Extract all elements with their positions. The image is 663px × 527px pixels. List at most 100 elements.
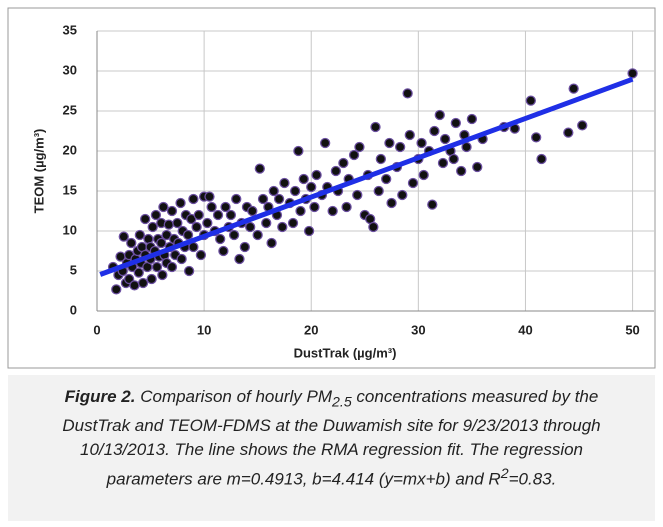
point bbox=[293, 145, 304, 157]
point bbox=[404, 129, 415, 141]
point bbox=[375, 153, 387, 165]
point bbox=[303, 225, 315, 237]
point bbox=[290, 185, 301, 197]
point bbox=[239, 241, 250, 253]
x-tick-label: 0 bbox=[93, 322, 100, 337]
point bbox=[386, 197, 397, 209]
point bbox=[577, 120, 588, 131]
x-tick-label: 40 bbox=[518, 322, 532, 337]
point bbox=[133, 267, 144, 278]
point bbox=[129, 280, 140, 291]
x-tick-label: 10 bbox=[197, 322, 211, 337]
point bbox=[273, 193, 285, 205]
point bbox=[437, 157, 449, 169]
point bbox=[140, 213, 151, 225]
point bbox=[536, 153, 547, 165]
x-tick-label: 20 bbox=[304, 322, 318, 337]
point bbox=[204, 191, 215, 202]
point bbox=[257, 193, 269, 205]
point bbox=[466, 113, 478, 125]
chart: TEOM (µg/m³) DustTrak (µg/m³) 0 5 10 15 20 25… bbox=[7, 7, 656, 369]
point bbox=[627, 68, 638, 79]
point bbox=[563, 127, 574, 138]
x-tick-label: 30 bbox=[411, 322, 425, 337]
point bbox=[172, 217, 183, 229]
caption-label: Figure 2. bbox=[64, 387, 136, 406]
point bbox=[218, 245, 229, 257]
point bbox=[287, 217, 299, 229]
point bbox=[439, 133, 451, 145]
point bbox=[147, 221, 158, 233]
point bbox=[206, 201, 217, 213]
point bbox=[427, 199, 438, 210]
y-tick-label: 30 bbox=[63, 62, 77, 77]
point bbox=[234, 253, 245, 265]
point bbox=[320, 137, 331, 149]
point bbox=[450, 117, 461, 129]
y-tick-label: 0 bbox=[70, 302, 77, 317]
point bbox=[202, 217, 213, 229]
point bbox=[134, 229, 145, 241]
caption-sup: 2 bbox=[500, 466, 509, 483]
point bbox=[254, 163, 265, 174]
point bbox=[456, 165, 467, 177]
point bbox=[266, 237, 277, 249]
point bbox=[327, 205, 338, 217]
point bbox=[384, 137, 395, 149]
y-tick-label: 10 bbox=[63, 222, 77, 237]
point bbox=[531, 132, 542, 143]
point bbox=[429, 125, 440, 137]
point bbox=[341, 201, 352, 213]
point bbox=[448, 153, 459, 165]
y-tick-label: 5 bbox=[70, 262, 77, 277]
point bbox=[123, 273, 135, 285]
point bbox=[311, 169, 322, 181]
point bbox=[418, 169, 429, 181]
point bbox=[268, 185, 279, 197]
point bbox=[193, 209, 204, 221]
caption-text: Comparison of hourly PM bbox=[135, 387, 333, 406]
point bbox=[195, 249, 207, 261]
point bbox=[434, 109, 445, 121]
point bbox=[416, 137, 427, 149]
point bbox=[309, 201, 320, 213]
point bbox=[381, 173, 392, 185]
point bbox=[525, 95, 536, 106]
point bbox=[166, 261, 178, 273]
point bbox=[252, 229, 263, 241]
point bbox=[146, 273, 157, 285]
point bbox=[182, 229, 194, 241]
caption: Figure 2. Comparison of hourly PM2.5 con… bbox=[8, 375, 655, 521]
point bbox=[330, 165, 342, 177]
point bbox=[156, 237, 167, 249]
point bbox=[158, 201, 169, 213]
point bbox=[220, 201, 231, 213]
point bbox=[118, 231, 129, 242]
point bbox=[151, 261, 163, 273]
point bbox=[407, 177, 419, 189]
point bbox=[215, 233, 226, 245]
point bbox=[166, 205, 178, 217]
point bbox=[111, 284, 122, 295]
point bbox=[191, 221, 202, 233]
point bbox=[137, 277, 149, 289]
point bbox=[568, 83, 579, 94]
point bbox=[472, 161, 483, 173]
point bbox=[150, 209, 162, 221]
point bbox=[368, 221, 379, 233]
point bbox=[261, 217, 272, 229]
point bbox=[338, 157, 349, 169]
point bbox=[175, 197, 186, 209]
point bbox=[402, 88, 413, 99]
point bbox=[225, 209, 237, 221]
y-axis-title: TEOM (µg/m³) bbox=[31, 129, 46, 214]
point bbox=[354, 141, 365, 153]
point bbox=[231, 193, 242, 205]
x-axis-title: DustTrak (µg/m³) bbox=[294, 345, 397, 360]
point bbox=[245, 221, 256, 233]
x-tick-label: 50 bbox=[625, 322, 639, 337]
point bbox=[157, 269, 168, 281]
point bbox=[397, 189, 408, 201]
point bbox=[212, 209, 224, 221]
